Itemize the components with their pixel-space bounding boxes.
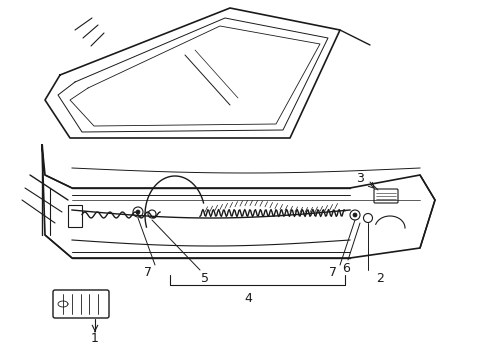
Circle shape	[136, 210, 140, 214]
Text: 3: 3	[355, 171, 363, 185]
Text: 6: 6	[342, 261, 349, 274]
Text: 4: 4	[244, 292, 252, 306]
Text: 5: 5	[201, 271, 208, 284]
Text: 7: 7	[143, 266, 152, 279]
Text: 7: 7	[328, 266, 336, 279]
Text: 2: 2	[375, 271, 383, 284]
Text: 1: 1	[91, 332, 99, 345]
Circle shape	[352, 213, 356, 217]
Bar	[68, 205, 82, 227]
